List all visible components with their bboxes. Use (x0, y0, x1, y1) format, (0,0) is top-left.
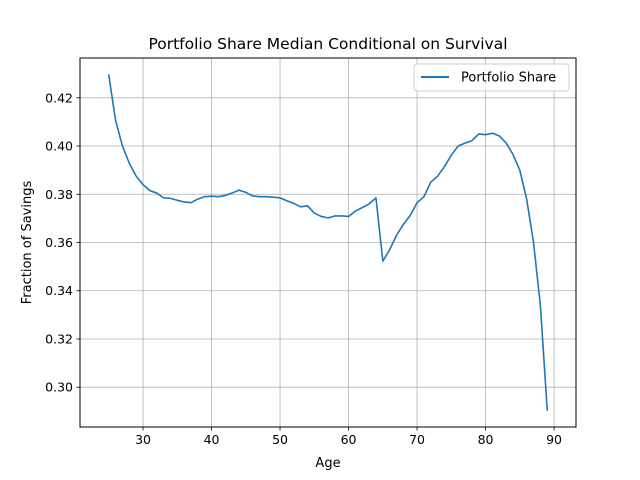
x-tick-label: 30 (135, 432, 151, 447)
series-layer (107, 74, 549, 411)
y-tick-label: 0.42 (45, 90, 73, 105)
legend-box (413, 63, 570, 92)
x-tick-label: 40 (204, 432, 220, 447)
ticks: 30 40 50 60 70 80 90 0.30 0.32 0.34 0.36 0.38 0.40 0.… (45, 90, 562, 447)
x-tick-label: 60 (341, 432, 357, 447)
y-tick-label: 0.36 (45, 235, 73, 250)
x-axis-label: Age (315, 456, 340, 471)
y-tick-label: 0.30 (45, 380, 73, 395)
x-tick-label: 80 (478, 432, 494, 447)
y-tick-label: 0.32 (45, 331, 73, 346)
y-tick-label: 0.38 (45, 187, 73, 202)
x-tick-label: 50 (272, 432, 288, 447)
legend: Portfolio Share (413, 63, 570, 92)
y-tick-label: 0.34 (45, 283, 73, 298)
chart-title: Portfolio Share Median Conditional on Su… (148, 35, 507, 53)
x-tick-label: 70 (409, 432, 425, 447)
x-tick-label: 90 (546, 432, 562, 447)
legend-label: Portfolio Share (461, 71, 556, 86)
y-tick-label: 0.40 (45, 139, 73, 154)
grid (80, 58, 576, 427)
series-line-portfolio-share (107, 74, 549, 411)
y-axis-label: Fraction of Savings (20, 181, 35, 305)
